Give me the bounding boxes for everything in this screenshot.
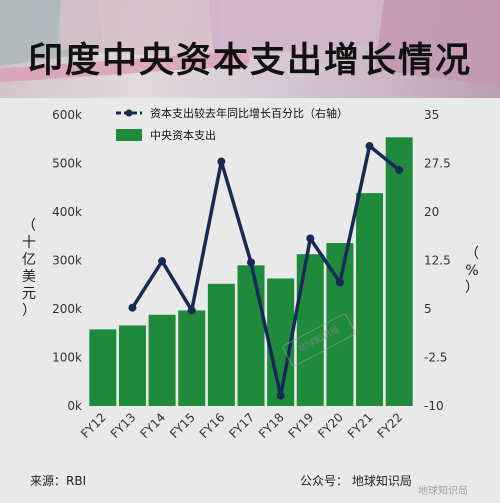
growth-point-FY22 <box>395 165 404 174</box>
growth-point-FY21 <box>365 142 374 151</box>
left-axis-label: （十亿美元） <box>22 218 36 319</box>
right-axis-tick-label: -10 <box>424 399 444 413</box>
growth-point-FY20 <box>335 278 344 287</box>
x-axis-tick-label: FY19 <box>286 410 317 441</box>
left-axis-tick-label: 100k <box>52 351 82 365</box>
left-axis-tick-label: 200k <box>52 302 82 316</box>
growth-point-FY14 <box>158 257 167 266</box>
left-axis-tick-label: 300k <box>52 254 82 268</box>
legend-line-marker <box>125 109 133 117</box>
x-axis-tick-label: FY21 <box>345 410 376 441</box>
publisher-note: 公众号： 地球知识局 <box>300 474 412 488</box>
x-axis-tick-label: FY14 <box>137 410 168 441</box>
right-axis-tick-label: 5 <box>424 302 432 316</box>
bar-FY15 <box>178 310 206 406</box>
x-axis-tick-label: FY17 <box>226 410 257 441</box>
bar-FY14 <box>148 314 176 406</box>
right-axis-tick-label: -2.5 <box>424 351 447 365</box>
left-axis-tick-label: 500k <box>52 157 82 171</box>
page-title: 印度中央资本支出增长情况 <box>27 41 472 81</box>
source-note: 来源：RBI <box>30 474 87 488</box>
legend-bar-label: 中央资本支出 <box>150 128 216 142</box>
x-axis-tick-label: FY16 <box>197 410 228 441</box>
growth-point-FY13 <box>128 303 137 312</box>
x-axis-tick-label: FY15 <box>167 410 198 441</box>
bar-FY13 <box>118 325 146 406</box>
growth-point-FY15 <box>187 306 196 315</box>
left-axis-tick-label: 600k <box>52 108 82 122</box>
x-axis-tick-label: FY20 <box>315 410 346 441</box>
growth-point-FY16 <box>217 157 226 166</box>
growth-point-FY17 <box>247 258 255 267</box>
x-axis-tick-label: FY18 <box>256 410 287 441</box>
x-axis-tick-label: FY22 <box>375 410 406 441</box>
left-axis-tick-label: 0k <box>67 399 82 413</box>
growth-point-FY18 <box>276 391 285 400</box>
left-axis-tick-label: 400k <box>52 205 82 219</box>
growth-line <box>130 144 401 398</box>
bar-FY12 <box>89 329 117 406</box>
legend-bar-swatch <box>116 129 142 141</box>
right-axis-tick-label: 27.5 <box>424 157 451 171</box>
x-axis-tick-label: FY13 <box>108 410 139 441</box>
corner-watermark: 地球知识局 <box>418 486 468 497</box>
bar-FY16 <box>207 283 235 406</box>
right-axis-label: （%） <box>465 246 479 296</box>
header-banner <box>0 0 500 98</box>
bar-FY22 <box>385 137 413 406</box>
x-axis-tick-label: FY12 <box>78 410 109 441</box>
growth-point-FY19 <box>306 234 315 243</box>
bar-FY21 <box>356 193 384 406</box>
right-axis-tick-label: 35 <box>424 108 439 122</box>
right-axis-tick-label: 20 <box>424 205 439 219</box>
bar-FY17 <box>237 265 265 406</box>
legend-line-label: 资本支出较去年同比增长百分比（右轴） <box>150 106 348 120</box>
right-axis-tick-label: 12.5 <box>424 254 451 268</box>
